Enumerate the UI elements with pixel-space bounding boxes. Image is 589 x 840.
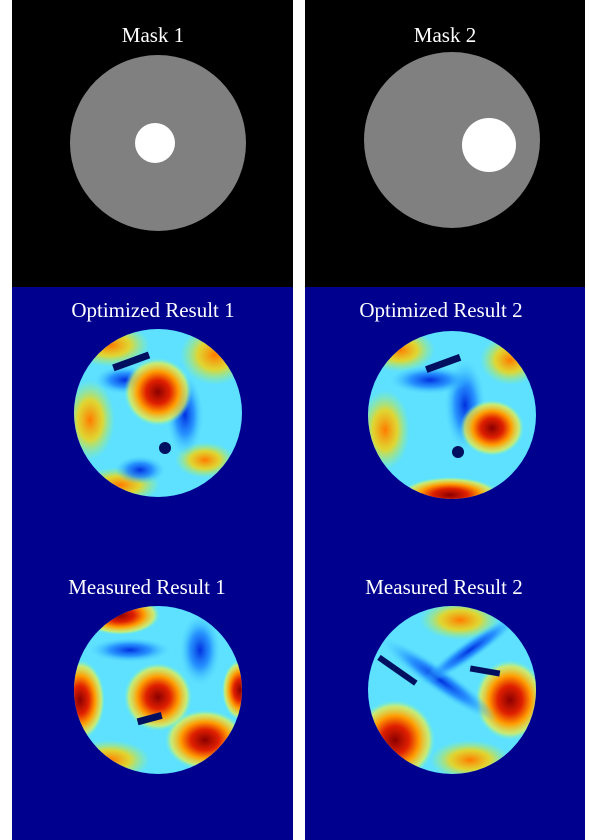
figure: Mask 1 Mask 2 Optimized Result 1 Optimiz… bbox=[0, 0, 589, 840]
page: Mask 1 Mask 2 Optimized Result 1 Optimiz… bbox=[0, 0, 589, 840]
panel-title: Measured Result 1 bbox=[68, 575, 225, 599]
panel-title: Mask 2 bbox=[414, 23, 476, 47]
mask-spot bbox=[135, 123, 175, 163]
panel-title: Optimized Result 2 bbox=[359, 298, 522, 322]
mask-spot bbox=[462, 118, 516, 172]
panel-title: Mask 1 bbox=[122, 23, 184, 47]
panel-title: Measured Result 2 bbox=[365, 575, 522, 599]
panel-title: Optimized Result 1 bbox=[71, 298, 234, 322]
